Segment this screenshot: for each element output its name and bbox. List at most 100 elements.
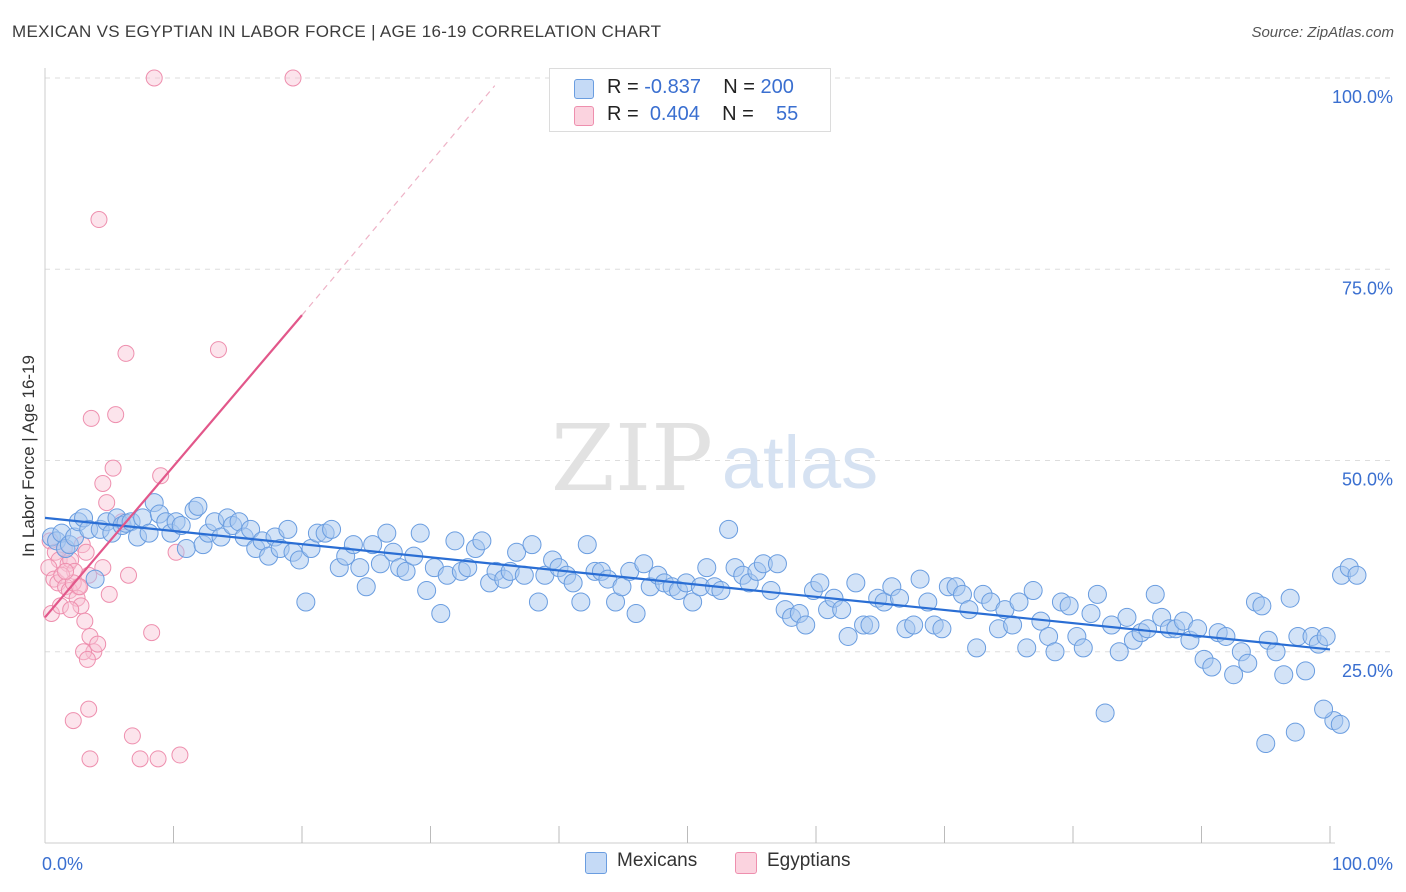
egyptians-trend-line bbox=[44, 314, 303, 619]
mexican-point bbox=[1045, 642, 1065, 662]
mexicans-trend-line bbox=[44, 516, 1331, 651]
mexican-point bbox=[1285, 722, 1305, 742]
mexican-point bbox=[278, 519, 298, 539]
mexican-point bbox=[577, 535, 597, 555]
mexican-point bbox=[458, 558, 478, 578]
mexican-point bbox=[634, 554, 654, 574]
mexican-point bbox=[1145, 584, 1165, 604]
mexican-point bbox=[910, 569, 930, 589]
egyptian-point bbox=[62, 601, 80, 619]
mexican-point bbox=[571, 592, 591, 612]
mexican-point bbox=[697, 558, 717, 578]
trend-lines bbox=[44, 85, 1331, 651]
egyptian-point bbox=[94, 474, 112, 492]
egyptian-point bbox=[284, 69, 302, 87]
mexican-point bbox=[918, 592, 938, 612]
mexican-point bbox=[1202, 657, 1222, 677]
mexican-point bbox=[904, 615, 924, 635]
mexicans-swatch bbox=[574, 79, 594, 99]
egyptian-point bbox=[120, 566, 138, 584]
mexican-point bbox=[176, 538, 196, 558]
legend-n-label: N = bbox=[722, 103, 754, 125]
mexican-point bbox=[626, 604, 646, 623]
mexican-point bbox=[1314, 699, 1334, 719]
y-axis-label: In Labor Force | Age 16-19 bbox=[19, 355, 38, 557]
egyptians-legend-label: Egyptians bbox=[767, 850, 851, 871]
mexican-point bbox=[1347, 565, 1367, 585]
mexican-point bbox=[445, 531, 465, 551]
egyptian-point bbox=[117, 344, 135, 362]
legend-r-value: -0.837 bbox=[644, 76, 701, 98]
egyptian-point bbox=[131, 750, 149, 768]
mexican-point bbox=[832, 600, 852, 620]
mexican-point bbox=[370, 554, 390, 574]
egyptian-point bbox=[64, 712, 82, 730]
mexican-point bbox=[356, 577, 376, 597]
egyptian-point bbox=[82, 409, 100, 427]
mexican-point bbox=[85, 569, 105, 589]
legend-r-label: R = bbox=[607, 76, 639, 98]
egyptian-point bbox=[171, 746, 189, 764]
mexican-point bbox=[377, 523, 397, 543]
egyptian-point bbox=[90, 211, 108, 229]
mexican-point bbox=[363, 535, 383, 555]
egyptians-swatch bbox=[574, 106, 594, 126]
mexican-point bbox=[1009, 592, 1029, 612]
egyptian-point bbox=[71, 578, 89, 596]
egyptian-point bbox=[143, 624, 161, 642]
mexican-point bbox=[522, 535, 542, 555]
mexican-point bbox=[472, 531, 492, 551]
legend-n-value: 55 bbox=[776, 103, 799, 125]
mexican-point bbox=[838, 626, 858, 646]
mexicans-points bbox=[41, 493, 1367, 754]
egyptian-point bbox=[104, 459, 122, 477]
egyptian-point bbox=[89, 635, 107, 653]
egyptians-trend-extension bbox=[301, 85, 496, 316]
mexican-point bbox=[1274, 665, 1294, 685]
mexican-point bbox=[1316, 626, 1336, 646]
mexicans-legend-swatch bbox=[585, 852, 607, 874]
mexican-point bbox=[890, 588, 910, 608]
mexican-point bbox=[1330, 714, 1350, 734]
mexican-point bbox=[967, 638, 987, 658]
egyptian-point bbox=[98, 494, 116, 512]
mexican-point bbox=[528, 592, 548, 612]
egyptian-point bbox=[209, 341, 227, 359]
mexican-point bbox=[711, 581, 731, 601]
mexicans-legend-label: Mexicans bbox=[617, 850, 698, 871]
x-tick-label: 100.0% bbox=[1332, 854, 1393, 874]
egyptian-point bbox=[57, 562, 75, 580]
mexican-point bbox=[514, 565, 534, 585]
axes bbox=[44, 68, 1335, 844]
egyptian-point bbox=[149, 750, 167, 768]
mexican-point bbox=[171, 516, 191, 536]
egyptian-point bbox=[80, 700, 98, 718]
mexican-point bbox=[1296, 661, 1316, 681]
mexican-point bbox=[188, 496, 208, 516]
egyptian-point bbox=[107, 406, 125, 424]
mexican-point bbox=[1109, 642, 1129, 662]
mexican-point bbox=[1102, 615, 1122, 635]
mexican-point bbox=[1081, 604, 1101, 623]
mexican-point bbox=[507, 542, 527, 562]
y-tick-label: 50.0% bbox=[1342, 470, 1393, 490]
mexican-point bbox=[932, 619, 952, 639]
mexican-point bbox=[296, 592, 316, 612]
mexican-point bbox=[1256, 734, 1276, 754]
egyptians-points bbox=[40, 69, 302, 768]
mexican-point bbox=[410, 523, 430, 543]
tick-labels: 25.0% 50.0% 75.0% 100.0% 0.0% 100.0% bbox=[42, 87, 1393, 874]
egyptian-point bbox=[81, 750, 99, 768]
mexican-point bbox=[396, 561, 416, 581]
legend-n-value: 200 bbox=[760, 76, 794, 98]
legend-box: R = -0.837 N = 200 R = 0.404 N = 55 bbox=[549, 68, 831, 132]
mexican-point bbox=[1017, 638, 1037, 658]
mexican-point bbox=[1224, 665, 1244, 685]
mexican-point bbox=[846, 573, 866, 593]
egyptians-legend-swatch bbox=[735, 852, 757, 874]
egyptian-point bbox=[77, 543, 95, 561]
mexican-point bbox=[767, 554, 787, 574]
y-tick-label: 25.0% bbox=[1342, 661, 1393, 681]
mexican-point bbox=[1087, 584, 1107, 604]
